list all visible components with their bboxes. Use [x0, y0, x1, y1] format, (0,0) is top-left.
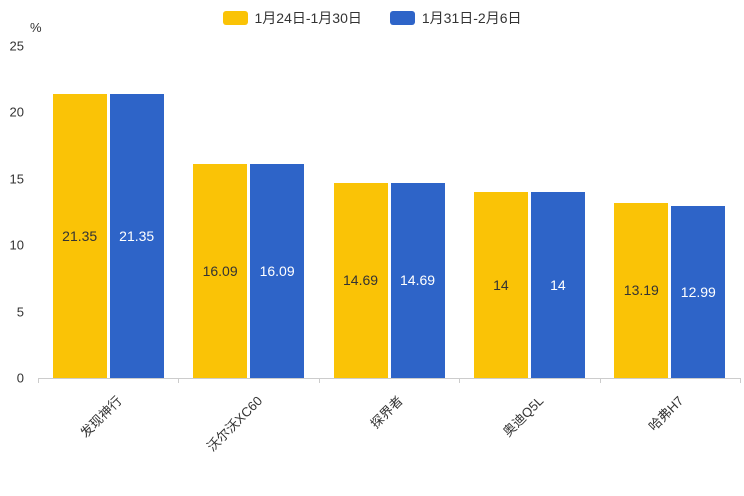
x-axis-tick — [178, 378, 180, 383]
bar-series-1: 14 — [530, 192, 585, 378]
bar-value-label: 14.69 — [342, 272, 379, 289]
bar-series-1: 16.09 — [250, 164, 305, 378]
bar-series-0: 14 — [473, 192, 528, 378]
y-axis-tick-label: 15 — [9, 171, 24, 187]
y-axis: 0 5 10 15 20 25 — [0, 39, 32, 386]
x-axis-category-label: 沃尔沃XC60 — [204, 393, 266, 455]
bar-value-label: 21.35 — [62, 228, 98, 245]
bar-series-0: 13.19 — [614, 202, 669, 378]
x-axis-tick — [318, 378, 320, 383]
legend-label: 1月31日-2月6日 — [421, 10, 522, 26]
bar-group: 16.09 16.09 — [178, 46, 318, 378]
y-axis-tick-label: 5 — [16, 304, 24, 320]
bar-series-0: 21.35 — [52, 94, 107, 378]
plot-area: 21.35 21.35 16.09 16.09 14.69 14.69 14 14 13.19 1… — [38, 46, 740, 379]
bar-value-label: 13.19 — [623, 282, 659, 299]
x-axis-category-label: 发现神行 — [77, 393, 125, 441]
legend-swatch — [222, 11, 248, 25]
y-axis-unit-label: % — [30, 20, 42, 35]
bar-value-label: 14.69 — [399, 272, 436, 289]
legend-label: 1月24日-1月30日 — [254, 10, 362, 26]
bar-series-0: 16.09 — [193, 164, 248, 378]
x-axis-tick — [459, 378, 461, 383]
legend-swatch — [389, 11, 415, 25]
x-axis-tick — [740, 378, 741, 383]
bar-value-label: 16.09 — [202, 263, 238, 280]
bar-value-label: 14 — [550, 277, 566, 294]
legend-item-series-1[interactable]: 1月31日-2月6日 — [389, 8, 522, 28]
bar-group: 21.35 21.35 — [38, 46, 178, 378]
bar-series-1: 21.35 — [109, 94, 164, 378]
x-axis-tick — [38, 378, 39, 383]
bar-value-label: 12.99 — [680, 283, 716, 300]
bar-value-label: 16.09 — [259, 263, 295, 280]
bar-group: 14 14 — [459, 46, 599, 378]
x-axis-tick — [599, 378, 601, 383]
y-axis-tick-label: 20 — [9, 104, 24, 120]
x-axis-labels: 发现神行 沃尔沃XC60 探界者 奥迪Q5L 哈弗H7 — [38, 379, 740, 494]
bar-series-1: 14.69 — [390, 182, 445, 378]
bar-value-label: 14 — [493, 277, 509, 294]
bar-group: 14.69 14.69 — [319, 46, 459, 378]
bar-value-label: 21.35 — [119, 228, 155, 245]
legend-item-series-0[interactable]: 1月24日-1月30日 — [222, 8, 362, 28]
y-axis-tick-label: 0 — [16, 370, 24, 386]
y-axis-tick-label: 25 — [9, 38, 24, 54]
x-axis-category-label: 探界者 — [367, 393, 406, 432]
x-axis-ticks — [38, 378, 741, 384]
bar-series-1: 12.99 — [671, 205, 726, 378]
bar-group: 13.19 12.99 — [600, 46, 740, 378]
legend: 1月24日-1月30日 1月31日-2月6日 — [0, 8, 744, 28]
x-axis-category-label: 奥迪Q5L — [499, 393, 547, 440]
x-axis-category-label: 哈弗H7 — [645, 393, 687, 434]
bar-series-0: 14.69 — [333, 182, 388, 378]
y-axis-tick-label: 10 — [9, 237, 24, 253]
